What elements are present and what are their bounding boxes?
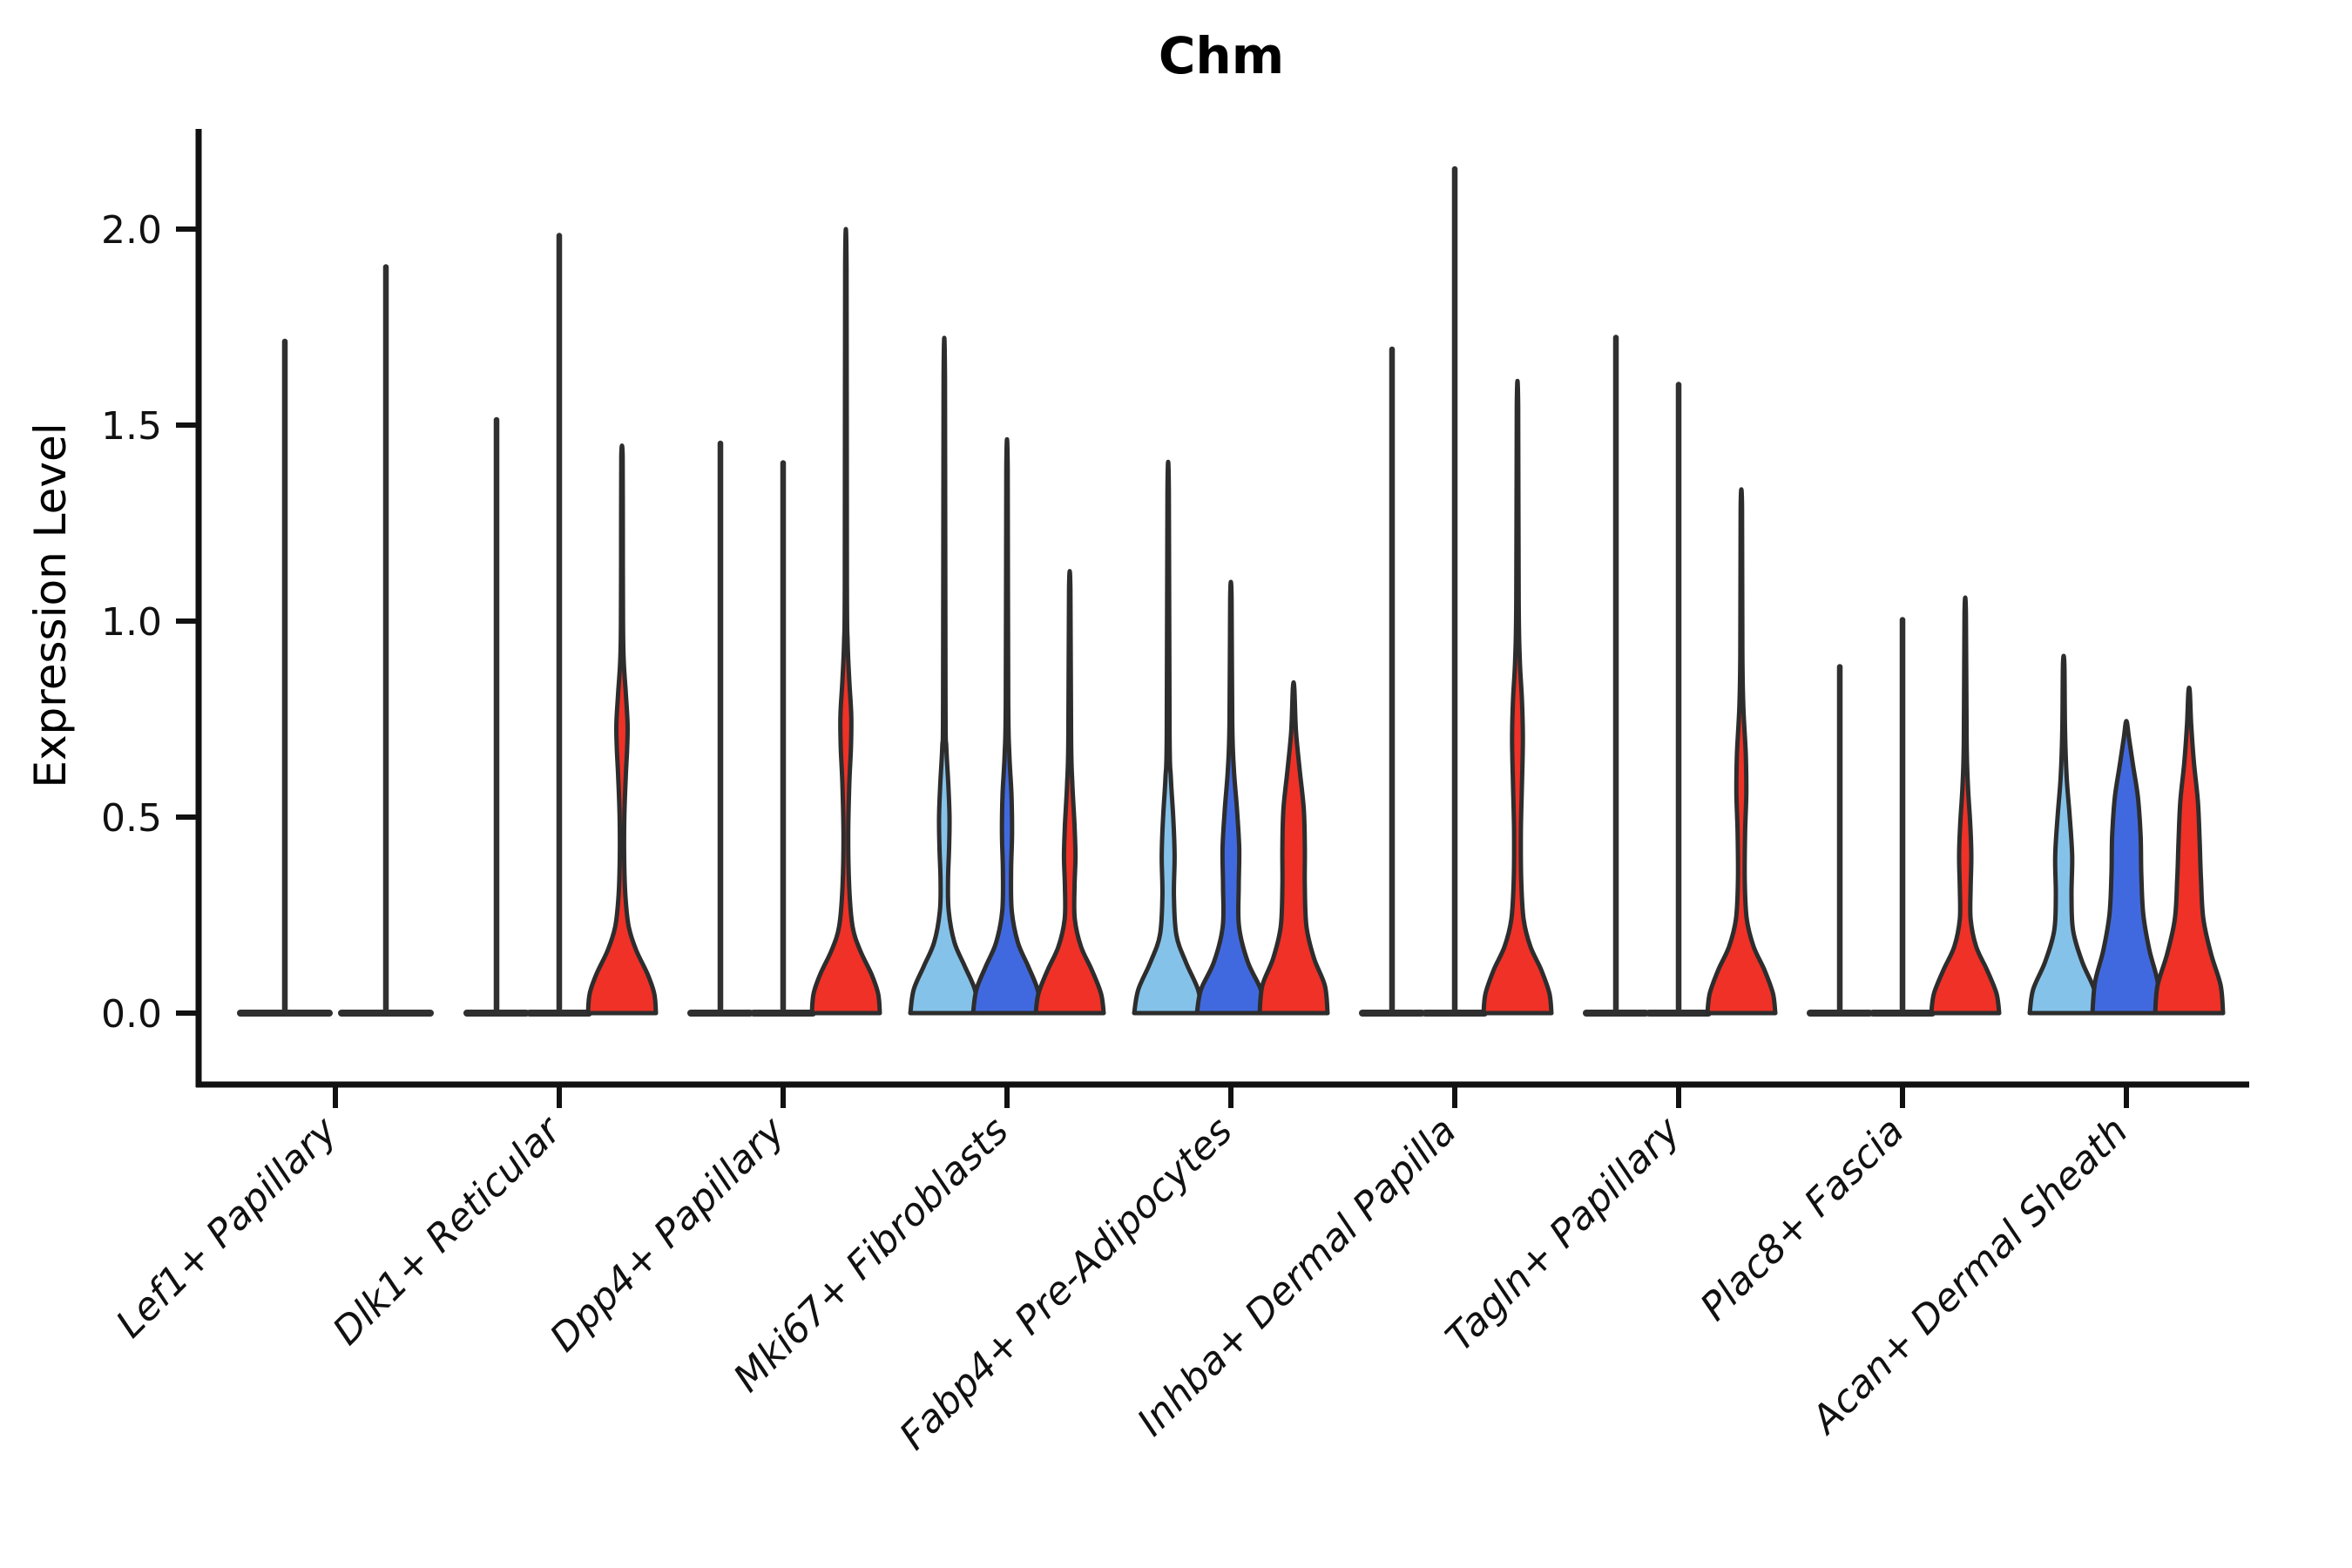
violin-fabp4-pre-adipocytes-darkblue xyxy=(1194,579,1267,1016)
violin-fabp4-pre-adipocytes-red xyxy=(1257,679,1330,1016)
violin-dlk1-reticular-red xyxy=(585,443,659,1016)
y-tick-label: 1.0 xyxy=(101,600,162,645)
violin-acan-dermal-sheath-darkblue xyxy=(2090,719,2163,1016)
y-tick-label: 2.0 xyxy=(101,208,162,253)
x-tick-label-dlk1-reticular: Dlk1+ Reticular xyxy=(324,1107,571,1354)
violin-mki67-fibroblasts-red xyxy=(1033,569,1106,1016)
y-tick-label: 0.0 xyxy=(101,992,162,1037)
violin-inhba-dermal-papilla-red xyxy=(1481,379,1554,1016)
violin-dpp4-papillary-red xyxy=(809,226,882,1016)
y-tick-label: 1.5 xyxy=(101,404,162,449)
x-tick-label-dpp4-papillary: Dpp4+ Papillary xyxy=(542,1108,794,1361)
violin-mki67-fibroblasts-darkblue xyxy=(970,436,1044,1016)
y-tick-label: 0.5 xyxy=(101,796,162,841)
violin-fabp4-pre-adipocytes-lightblue xyxy=(1132,459,1205,1016)
violin-acan-dermal-sheath-red xyxy=(2153,686,2226,1016)
violin-mki67-fibroblasts-lightblue xyxy=(908,335,981,1016)
violin-plac8-fascia-red xyxy=(1929,595,2002,1016)
violin-tagln-papillary-red xyxy=(1705,487,1778,1016)
x-tick-label-tagln-papillary: Tagln+ Papillary xyxy=(1437,1108,1689,1360)
x-tick-label-plac8-fascia: Plac8+ Fascia xyxy=(1692,1109,1912,1329)
x-tick-label-lef1-papillary: Lef1+ Papillary xyxy=(108,1108,347,1347)
chart-title: Chm xyxy=(1158,26,1285,85)
y-axis-title: Expression Level xyxy=(25,422,76,788)
violin-acan-dermal-sheath-lightblue xyxy=(2027,653,2100,1016)
